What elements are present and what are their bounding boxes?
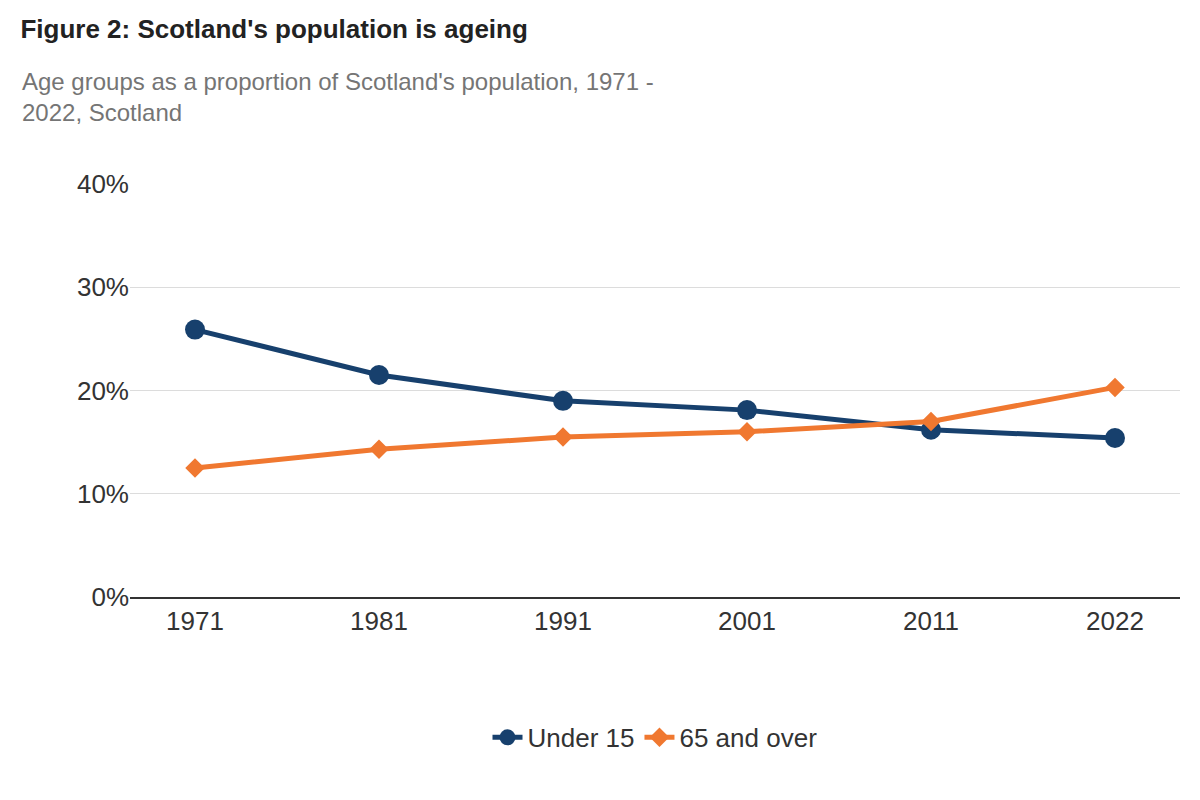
svg-text:2011: 2011: [903, 606, 959, 636]
svg-text:40%: 40%: [77, 169, 129, 199]
svg-text:Age groups as a proportion of: Age groups as a proportion of Scotland's…: [22, 68, 654, 126]
svg-text:2022: 2022: [1086, 606, 1144, 636]
svg-text:10%: 10%: [77, 479, 129, 509]
svg-text:1981: 1981: [350, 606, 408, 636]
svg-text:65 and over: 65 and over: [679, 723, 817, 753]
svg-text:2001: 2001: [718, 606, 776, 636]
svg-text:0%: 0%: [91, 582, 129, 612]
svg-text:30%: 30%: [77, 272, 129, 302]
svg-text:1991: 1991: [534, 606, 592, 636]
svg-text:20%: 20%: [77, 376, 129, 406]
svg-text:Figure 2: Scotland's populatio: Figure 2: Scotland's population is agein…: [20, 14, 527, 44]
svg-text:Under 15: Under 15: [528, 723, 635, 753]
svg-text:1971: 1971: [166, 606, 224, 636]
